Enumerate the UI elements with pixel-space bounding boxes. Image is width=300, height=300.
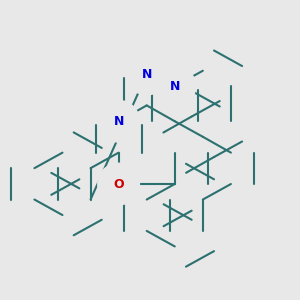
Text: N: N [113,115,124,128]
Circle shape [98,100,140,142]
Circle shape [154,65,196,107]
Text: N: N [142,68,152,80]
Text: O: O [113,178,124,190]
Text: N: N [169,80,180,93]
Circle shape [126,53,167,95]
Circle shape [98,163,140,205]
